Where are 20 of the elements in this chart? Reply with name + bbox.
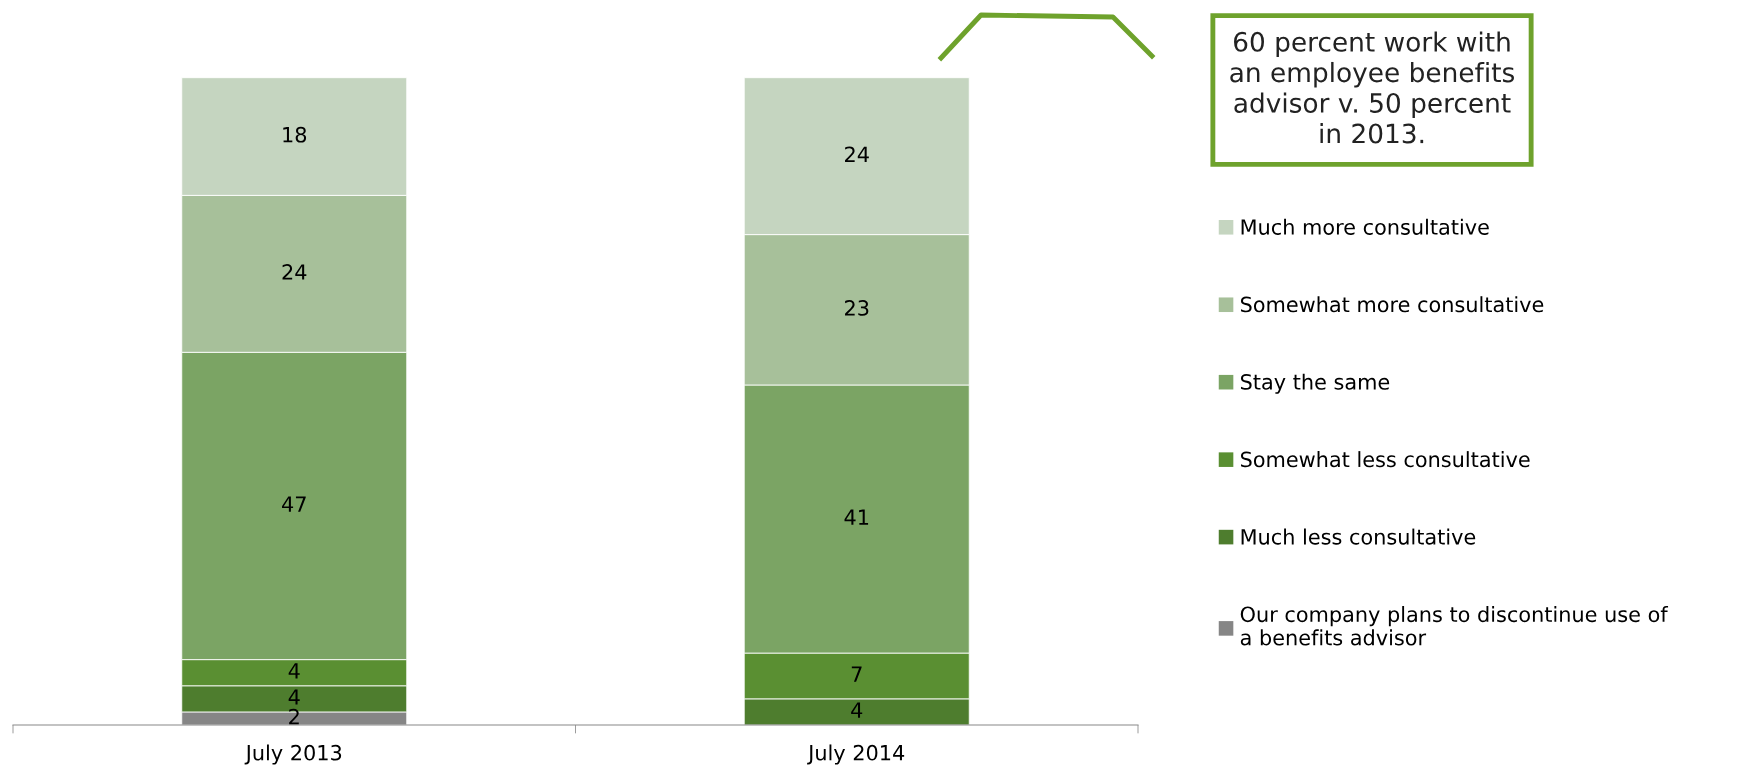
x-tick-label: July 2014 [807,744,905,765]
legend-label: Stay the same [1240,373,1390,394]
x-tick-label: July 2013 [244,744,342,765]
legend-label: Our company plans to discontinue use of a benefits advisor [1240,606,1669,646]
data-label: 4 [851,702,863,718]
data-label: 41 [844,509,869,525]
legend-label: Much less consultative [1241,528,1476,545]
data-label: 23 [845,300,869,316]
legend-label: Somewhat more consultative [1240,296,1544,313]
data-label: 2 [289,708,299,725]
legend-label: Somewhat less consultative [1240,451,1530,468]
data-label: 7 [851,666,862,682]
data-label: 4 [288,689,300,705]
data-label: 4 [288,663,300,679]
data-label: 24 [282,264,307,280]
text: 60 percent work with an employee benefits advisor v. 50 percent in 2013. [1230,31,1514,144]
data-label: 18 [283,126,307,143]
data-label: 24 [845,146,869,162]
legend-label: Much more consultative [1241,218,1489,235]
data-label: 47 [282,496,306,512]
